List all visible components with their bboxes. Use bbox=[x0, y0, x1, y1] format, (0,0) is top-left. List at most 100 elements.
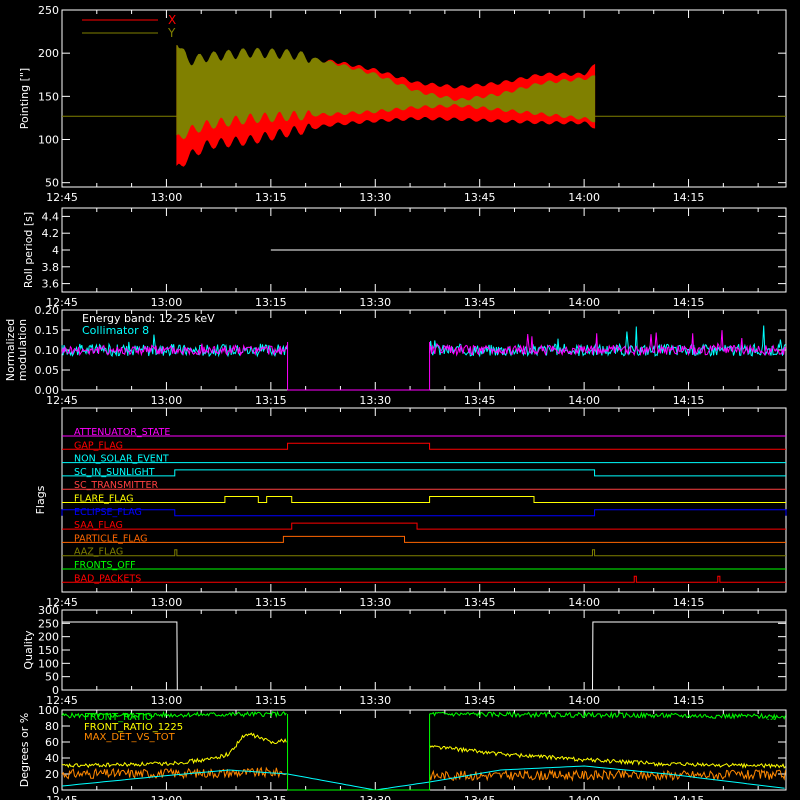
y-tick-label: 0.05 bbox=[35, 364, 60, 377]
flag-label: FLARE_FLAG bbox=[74, 494, 134, 505]
x-tick-label: 14:00 bbox=[568, 596, 600, 609]
modulation-gap-line bbox=[287, 342, 431, 391]
x-tick-label: 13:15 bbox=[255, 596, 287, 609]
y-axis-label: Quality bbox=[22, 630, 35, 670]
x-tick-label: 13:45 bbox=[464, 694, 496, 707]
panel-flags bbox=[61, 407, 787, 593]
y-tick-label: 250 bbox=[38, 617, 59, 630]
x-tick-label: 14:15 bbox=[673, 794, 705, 800]
legend-label-front-ratio: FRONT_RATIO bbox=[84, 712, 153, 723]
x-tick-label: 13:00 bbox=[151, 596, 183, 609]
energy-band-annotation: Energy band: 12-25 keV bbox=[82, 312, 215, 325]
y-tick-label: 100 bbox=[38, 657, 59, 670]
x-tick-label: 13:30 bbox=[359, 596, 391, 609]
y-tick-label: 50 bbox=[45, 671, 59, 684]
x-tick-label: 13:15 bbox=[255, 191, 287, 204]
y-tick-label: 100 bbox=[38, 134, 59, 147]
x-tick-label: 13:00 bbox=[151, 794, 183, 800]
flag-line-gap-flag bbox=[62, 442, 786, 450]
x-tick-label: 14:15 bbox=[673, 191, 705, 204]
x-tick-label: 14:00 bbox=[568, 191, 600, 204]
x-tick-label: 13:30 bbox=[359, 694, 391, 707]
y-axis-label: modulation bbox=[16, 319, 29, 381]
x-tick-label: 12:45 bbox=[46, 694, 78, 707]
x-tick-label: 13:45 bbox=[464, 394, 496, 407]
collimator-annotation: Collimator 8 bbox=[82, 324, 149, 337]
x-tick-label: 13:00 bbox=[151, 394, 183, 407]
y-tick-label: 0 bbox=[52, 784, 59, 797]
y-tick-label: 200 bbox=[38, 631, 59, 644]
y-tick-label: 20 bbox=[45, 768, 59, 781]
x-tick-label: 14:15 bbox=[673, 596, 705, 609]
y-axis-label: Degrees or % bbox=[18, 713, 31, 787]
x-tick-label: 13:15 bbox=[255, 694, 287, 707]
x-tick-label: 13:30 bbox=[359, 296, 391, 309]
x-tick-label: 12:45 bbox=[46, 794, 78, 800]
flag-label: NON_SOLAR_EVENT bbox=[74, 454, 169, 465]
legend-label-x: X bbox=[168, 13, 176, 27]
x-tick-label: 13:00 bbox=[151, 296, 183, 309]
flag-label: ECLIPSE_FLAG bbox=[74, 507, 142, 518]
y-tick-label: 300 bbox=[38, 604, 59, 617]
y-axis-label: Roll period [s] bbox=[22, 212, 35, 288]
flag-label: SC_IN_SUNLIGHT bbox=[74, 467, 155, 478]
x-tick-label: 14:15 bbox=[673, 694, 705, 707]
y-tick-label: 250 bbox=[38, 4, 59, 17]
x-tick-label: 13:45 bbox=[464, 596, 496, 609]
y-tick-label: 0.20 bbox=[35, 304, 60, 317]
y-tick-label: 0 bbox=[52, 684, 59, 697]
y-tick-label: 3.6 bbox=[42, 278, 60, 291]
flag-line-aaz-flag bbox=[62, 549, 786, 557]
y-tick-label: 200 bbox=[38, 47, 59, 60]
right-note: ... bbox=[766, 712, 776, 723]
flag-label: PARTICLE_FLAG bbox=[74, 533, 147, 544]
flag-line-eclipse-flag bbox=[61, 509, 787, 517]
legend-label-max-det-vs-tot: MAX_DET_VS_TOT bbox=[84, 732, 176, 743]
flag-label: SAA_FLAG bbox=[74, 520, 123, 531]
x-tick-label: 13:30 bbox=[359, 794, 391, 800]
degrees-series-front-ratio-1225 bbox=[61, 732, 786, 769]
y-tick-label: 4 bbox=[52, 244, 59, 257]
panel-pointing bbox=[61, 9, 787, 188]
x-tick-label: 14:00 bbox=[568, 694, 600, 707]
y-tick-label: 3.8 bbox=[42, 261, 60, 274]
flag-label: GAP_FLAG bbox=[74, 440, 123, 451]
y-axis-label: Flags bbox=[34, 485, 47, 514]
x-tick-label: 13:00 bbox=[151, 694, 183, 707]
legend-label-y: Y bbox=[167, 26, 176, 40]
y-tick-label: 50 bbox=[45, 177, 59, 190]
x-tick-label: 14:00 bbox=[568, 394, 600, 407]
legend-label-front-ratio-1225: FRONT_RATIO_1225 bbox=[84, 722, 183, 733]
x-tick-label: 12:45 bbox=[46, 191, 78, 204]
y-tick-label: 0.15 bbox=[35, 324, 60, 337]
flag-line-particle-flag bbox=[62, 535, 786, 543]
degrees-series-max-det-vs-tot bbox=[61, 766, 786, 782]
y-tick-label: 4.4 bbox=[42, 210, 60, 223]
flag-label: FRONTS_OFF bbox=[74, 560, 136, 571]
flag-label: BAD_PACKETS bbox=[74, 573, 141, 584]
plot-frame bbox=[61, 9, 787, 188]
y-tick-label: 80 bbox=[45, 720, 59, 733]
x-tick-label: 13:45 bbox=[464, 794, 496, 800]
flag-line-sc-in-sunlight bbox=[62, 469, 786, 477]
flag-line-bad-packets bbox=[62, 575, 786, 583]
degrees-gap-line bbox=[287, 714, 431, 791]
flag-label: AAZ_FLAG bbox=[74, 547, 123, 558]
y-tick-label: 150 bbox=[38, 90, 59, 103]
y-axis-label: Normalized bbox=[4, 319, 17, 381]
flag-line-saa-flag bbox=[62, 522, 786, 530]
flag-line-flare-flag bbox=[62, 496, 786, 503]
x-tick-label: 14:15 bbox=[673, 394, 705, 407]
y-tick-label: 4.2 bbox=[42, 227, 60, 240]
y-tick-label: 100 bbox=[38, 704, 59, 717]
x-tick-label: 13:15 bbox=[255, 394, 287, 407]
x-tick-label: 13:45 bbox=[464, 296, 496, 309]
x-tick-label: 13:45 bbox=[464, 191, 496, 204]
quality-line bbox=[62, 621, 786, 691]
x-tick-label: 14:00 bbox=[568, 794, 600, 800]
pointing-band-y bbox=[176, 45, 596, 140]
degrees-series-cyan bbox=[61, 765, 785, 791]
y-tick-label: 60 bbox=[45, 736, 59, 749]
y-tick-label: 0.00 bbox=[35, 384, 60, 397]
